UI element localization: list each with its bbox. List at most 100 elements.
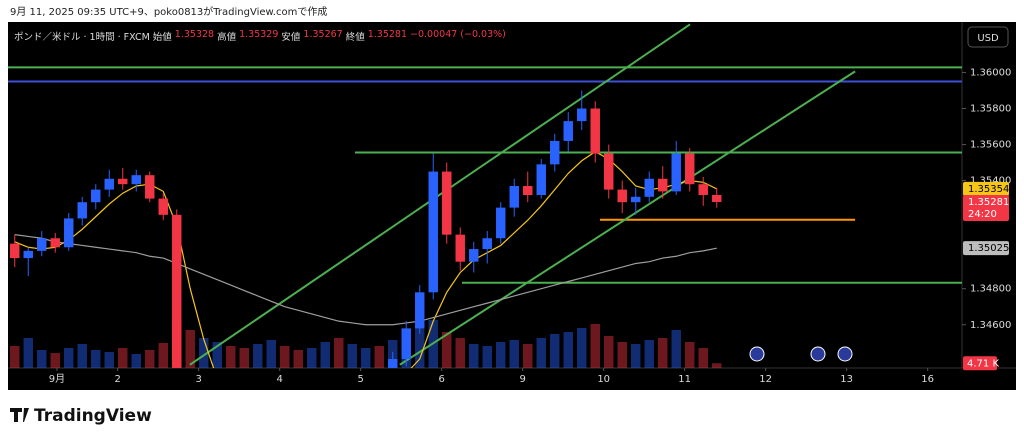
volume-bar [266, 340, 276, 368]
price-label: 1.35025 [968, 243, 1009, 254]
volume-bar [50, 353, 60, 368]
x-tick-label: 12 [759, 374, 772, 385]
volume-bar [455, 338, 465, 368]
volume-bar [577, 328, 587, 368]
x-tick-label: 4 [276, 374, 282, 385]
x-tick-label: 3 [195, 374, 201, 385]
volume-bar [158, 343, 168, 368]
y-tick-label: 1.34600 [970, 320, 1011, 331]
candle-body [536, 164, 546, 195]
candle-body [199, 408, 208, 415]
volume-bar [685, 342, 695, 368]
candle-body [104, 178, 114, 190]
volume-bar [374, 346, 384, 368]
candle-body [671, 153, 681, 192]
volume-bar [64, 348, 74, 368]
ohlc-label: 安値 [281, 32, 301, 43]
candle-body [321, 388, 330, 404]
candle-body [23, 250, 33, 259]
volume-bar [185, 330, 195, 368]
moving-average [14, 151, 718, 368]
x-tick-label: 11 [678, 374, 691, 385]
y-tick-label: 1.34800 [970, 284, 1011, 295]
trend-line [189, 23, 691, 366]
currency-button[interactable] [967, 26, 1009, 48]
volume-bar [671, 330, 681, 368]
x-tick-label: 6 [438, 374, 444, 385]
volume-bar [10, 346, 20, 368]
candle-body [226, 397, 235, 406]
volume-bar [334, 338, 344, 368]
candle-body [563, 121, 573, 141]
volume-bar [442, 332, 452, 368]
candle-body [455, 234, 465, 262]
candle-body [401, 328, 411, 359]
trend-line [399, 70, 856, 366]
volume-bar [104, 352, 114, 368]
symbol-title: ポンド／米ドル · 1時間 · FXCM [14, 32, 150, 43]
price-label: 1.35281 [968, 197, 1009, 208]
candle-body [253, 411, 262, 422]
volume-bar [509, 340, 519, 368]
candle-body [118, 178, 128, 185]
price-label-bg [963, 241, 1009, 256]
caption: 9月 11, 2025 09:35 UTC+9、poko0813がTrading… [10, 5, 327, 18]
price-label-bg [963, 181, 1009, 196]
candle-body [280, 393, 289, 400]
volume-bar [37, 350, 47, 368]
candle-body [712, 195, 722, 203]
candle-body [415, 292, 425, 329]
x-tick-label: 9月 [49, 373, 65, 385]
volume-bar [631, 344, 641, 368]
candle-body [307, 404, 316, 417]
countdown: 24:20 [968, 209, 997, 220]
logo-text: TradingView [34, 406, 152, 426]
volume-bar [536, 338, 546, 368]
x-tick-label: 10 [597, 374, 610, 385]
volume-bar [320, 342, 330, 368]
candle-body [50, 238, 60, 248]
ohlc-value: 1.35267 [303, 29, 343, 40]
candle-body [388, 358, 398, 368]
candle-body [213, 397, 222, 408]
volume-bar [550, 334, 560, 368]
x-tick-label: 2 [114, 374, 120, 385]
candle-body [469, 249, 479, 262]
candle-body [172, 214, 182, 368]
event-flags [749, 346, 853, 362]
candle-body [523, 185, 533, 195]
candle-body [590, 108, 600, 154]
volume-bar [644, 340, 654, 368]
x-tick-label: 9 [519, 374, 525, 385]
candle-body [91, 189, 101, 203]
candle-body [428, 171, 438, 293]
volume-bar [698, 348, 708, 368]
volume-bar [253, 344, 263, 368]
volume-bar [658, 338, 668, 368]
candle-body [496, 207, 506, 239]
volume-bar [77, 344, 87, 368]
candle-body [658, 178, 668, 192]
y-tick-label: 1.35400 [970, 176, 1011, 187]
price-label-bg [963, 195, 1009, 222]
volume-bar [415, 328, 425, 368]
y-tick-label: 1.35600 [970, 140, 1011, 151]
volume-bar [712, 363, 722, 368]
volume-bar [590, 324, 600, 368]
x-tick-label: 13 [840, 374, 853, 385]
candle-body [64, 218, 74, 248]
ohlc-value: 1.35328 [174, 29, 215, 40]
logo: TradingView [10, 406, 152, 426]
candle-body [442, 171, 452, 235]
candle-body [631, 196, 641, 203]
volume-bar [280, 346, 290, 368]
volume-bar [212, 342, 222, 368]
currency[interactable]: USD [977, 33, 999, 44]
volume-bar [617, 342, 627, 368]
candle-body [685, 153, 695, 185]
candle-body [158, 198, 168, 215]
volume-bar [496, 342, 506, 368]
volume-bar [347, 344, 357, 368]
